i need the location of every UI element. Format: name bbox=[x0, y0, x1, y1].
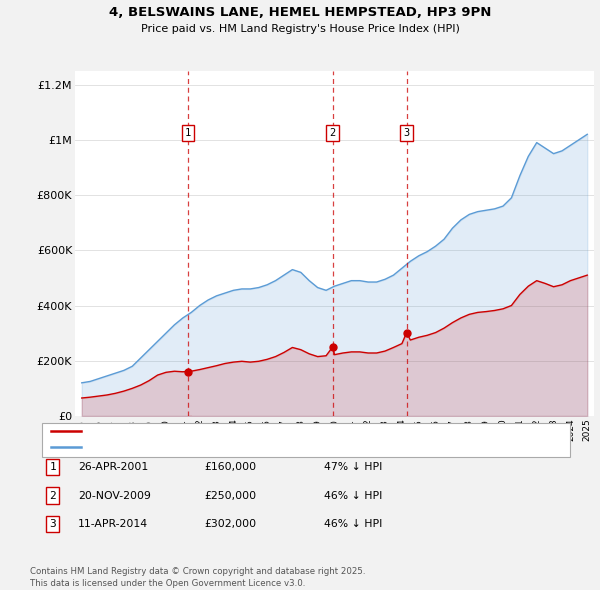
Text: 20-NOV-2009: 20-NOV-2009 bbox=[78, 491, 151, 500]
Text: HPI: Average price, detached house, Dacorum: HPI: Average price, detached house, Daco… bbox=[86, 442, 316, 452]
Text: £250,000: £250,000 bbox=[204, 491, 256, 500]
Text: 1: 1 bbox=[49, 463, 56, 472]
Text: 46% ↓ HPI: 46% ↓ HPI bbox=[324, 519, 382, 529]
Text: 46% ↓ HPI: 46% ↓ HPI bbox=[324, 491, 382, 500]
Text: Price paid vs. HM Land Registry's House Price Index (HPI): Price paid vs. HM Land Registry's House … bbox=[140, 24, 460, 34]
Text: 4, BELSWAINS LANE, HEMEL HEMPSTEAD, HP3 9PN (detached house): 4, BELSWAINS LANE, HEMEL HEMPSTEAD, HP3 … bbox=[86, 427, 431, 436]
Text: 3: 3 bbox=[403, 128, 410, 138]
Text: 4, BELSWAINS LANE, HEMEL HEMPSTEAD, HP3 9PN: 4, BELSWAINS LANE, HEMEL HEMPSTEAD, HP3 … bbox=[109, 6, 491, 19]
Text: £302,000: £302,000 bbox=[204, 519, 256, 529]
Text: Contains HM Land Registry data © Crown copyright and database right 2025.
This d: Contains HM Land Registry data © Crown c… bbox=[30, 568, 365, 588]
Text: 2: 2 bbox=[329, 128, 336, 138]
Text: 2: 2 bbox=[49, 491, 56, 500]
Text: 11-APR-2014: 11-APR-2014 bbox=[78, 519, 148, 529]
Text: 26-APR-2001: 26-APR-2001 bbox=[78, 463, 148, 472]
Text: 47% ↓ HPI: 47% ↓ HPI bbox=[324, 463, 382, 472]
Text: £160,000: £160,000 bbox=[204, 463, 256, 472]
Text: 3: 3 bbox=[49, 519, 56, 529]
Text: 1: 1 bbox=[185, 128, 191, 138]
